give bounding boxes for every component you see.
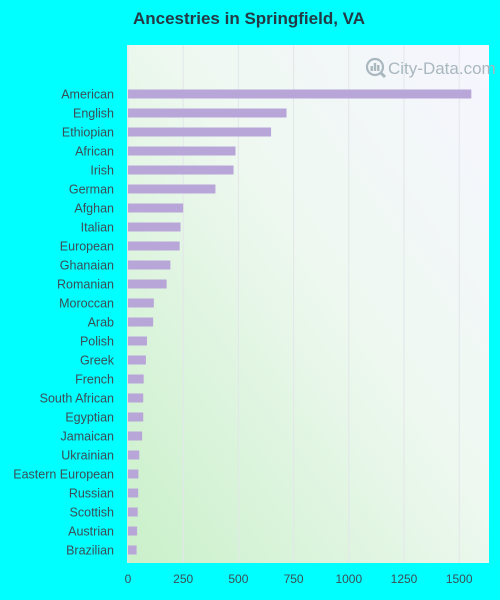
category-label: German xyxy=(69,183,114,197)
category-label: Ukrainian xyxy=(61,449,114,463)
category-label: Ethiopian xyxy=(62,126,114,140)
plot-area xyxy=(127,45,489,563)
category-label: Russian xyxy=(69,487,114,501)
category-label: Arab xyxy=(88,316,114,330)
bar xyxy=(128,488,139,498)
bar xyxy=(128,412,144,422)
bar xyxy=(128,222,181,232)
chart-title: Ancestries in Springfield, VA xyxy=(133,9,365,28)
category-label: French xyxy=(75,373,114,387)
bar xyxy=(128,355,146,365)
bar xyxy=(128,108,287,118)
bar xyxy=(128,184,216,194)
bar xyxy=(128,507,138,517)
category-label: Ghanaian xyxy=(60,259,114,273)
bars xyxy=(128,89,472,555)
x-tick-label: 250 xyxy=(173,572,193,586)
category-label: Egyptian xyxy=(65,411,114,425)
bar xyxy=(128,203,184,213)
category-label: Austrian xyxy=(68,525,114,539)
bar xyxy=(128,241,180,251)
category-label: Irish xyxy=(90,164,114,178)
bar xyxy=(128,469,139,479)
category-label: Polish xyxy=(80,335,114,349)
watermark: City-Data.com xyxy=(365,57,496,79)
bar xyxy=(128,89,472,99)
x-axis-ticks: 0 250 500 750 1000 1250 1500 xyxy=(125,572,473,586)
watermark-text: City-Data.com xyxy=(388,59,496,78)
bar xyxy=(128,545,137,555)
category-labels: American English Ethiopian African Irish Germ… xyxy=(13,88,115,558)
bar xyxy=(128,526,138,536)
x-tick-label: 1250 xyxy=(391,572,418,586)
bar xyxy=(128,317,154,327)
x-tick-label: 0 xyxy=(125,572,132,586)
x-tick-label: 1500 xyxy=(446,572,473,586)
category-label: African xyxy=(75,145,114,159)
bar xyxy=(128,260,171,270)
bar xyxy=(128,279,167,289)
category-label: Jamaican xyxy=(61,430,115,444)
bar xyxy=(128,393,144,403)
x-tick-label: 1000 xyxy=(335,572,362,586)
city-data-logo-icon xyxy=(365,57,387,79)
category-label: Romanian xyxy=(57,278,114,292)
category-label: European xyxy=(60,240,114,254)
category-label: English xyxy=(73,107,114,121)
category-label: Brazilian xyxy=(66,544,114,558)
bar xyxy=(128,450,140,460)
bar xyxy=(128,374,144,384)
category-label: South African xyxy=(40,392,114,406)
bar xyxy=(128,127,272,137)
category-label: Greek xyxy=(80,354,115,368)
category-label: Eastern European xyxy=(13,468,114,482)
bar xyxy=(128,431,143,441)
category-label: Italian xyxy=(81,221,114,235)
category-label: Afghan xyxy=(74,202,114,216)
bar xyxy=(128,146,236,156)
x-tick-label: 500 xyxy=(228,572,248,586)
x-tick-label: 750 xyxy=(284,572,304,586)
bar xyxy=(128,336,147,346)
bar xyxy=(128,298,154,308)
category-label: American xyxy=(61,88,114,102)
bar xyxy=(128,165,234,175)
category-label: Moroccan xyxy=(59,297,114,311)
category-label: Scottish xyxy=(70,506,115,520)
